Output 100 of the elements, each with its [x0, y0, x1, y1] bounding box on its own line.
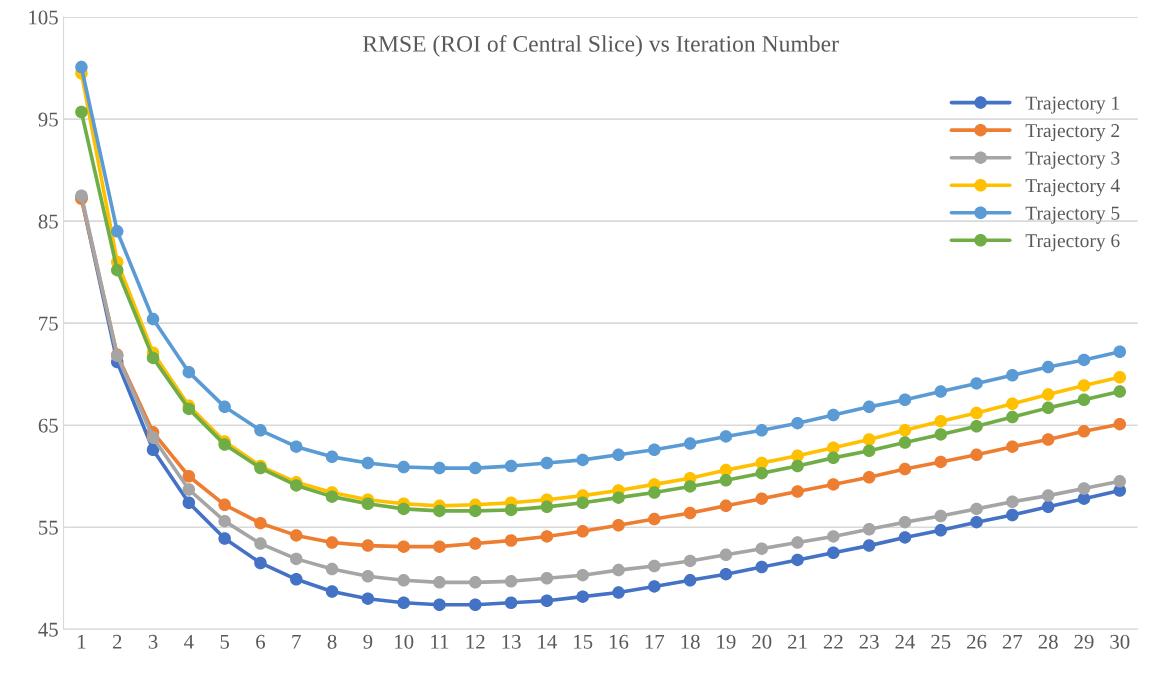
point	[576, 590, 589, 603]
point	[934, 509, 947, 523]
x-tick-label: 24	[895, 634, 916, 649]
point	[469, 576, 482, 589]
point	[862, 539, 876, 552]
point	[218, 514, 231, 528]
x-tick-label: 22	[823, 634, 843, 649]
point	[1077, 393, 1091, 406]
point	[433, 576, 446, 589]
point	[648, 512, 661, 526]
x-tick-label: 30	[1110, 634, 1130, 649]
point	[648, 580, 661, 593]
point	[361, 497, 375, 511]
point	[612, 518, 625, 532]
x-tick-label: 16	[609, 634, 629, 649]
point	[755, 466, 768, 480]
x-tick-label: 13	[502, 634, 521, 649]
point	[182, 469, 196, 483]
x-tick-label: 15	[574, 634, 593, 649]
point	[791, 416, 804, 430]
point	[361, 569, 375, 583]
point	[325, 450, 339, 464]
point	[433, 461, 446, 475]
point	[1113, 345, 1127, 359]
point	[970, 448, 983, 462]
point	[683, 480, 697, 493]
point	[862, 523, 876, 536]
x-tick-label: 21	[788, 634, 807, 649]
point	[755, 424, 768, 437]
point	[1006, 410, 1019, 424]
point	[1077, 482, 1091, 495]
point	[1113, 385, 1127, 398]
point	[469, 537, 482, 550]
point	[719, 463, 733, 477]
point	[325, 536, 339, 549]
point	[970, 406, 983, 420]
legend-label: Trajectory 6	[1025, 234, 1120, 252]
point	[146, 351, 160, 365]
point	[862, 400, 876, 414]
x-tick-label: 26	[967, 634, 987, 649]
point	[254, 556, 267, 570]
point	[254, 537, 267, 550]
point	[648, 486, 661, 499]
point	[683, 574, 697, 587]
point	[1077, 425, 1091, 438]
point	[827, 530, 840, 543]
point	[827, 451, 840, 465]
point	[540, 456, 554, 470]
y-tick-label: 95	[38, 112, 58, 127]
x-tick-label: 8	[327, 634, 337, 649]
point	[970, 377, 983, 390]
x-tick-label: 3	[148, 634, 158, 649]
point	[719, 474, 733, 487]
x-tick-label: 4	[184, 634, 194, 649]
point	[361, 456, 375, 470]
point	[325, 585, 339, 598]
point	[469, 504, 482, 518]
point	[75, 105, 88, 119]
x-tick-label: 29	[1074, 634, 1094, 649]
y-tick-label: 45	[38, 622, 58, 637]
x-tick-label: 19	[717, 634, 736, 649]
point	[397, 540, 410, 553]
point	[970, 502, 983, 516]
point	[934, 385, 947, 398]
point	[1113, 371, 1127, 384]
point	[1006, 508, 1019, 522]
point	[612, 491, 625, 504]
point	[1006, 368, 1019, 382]
point	[683, 506, 697, 520]
point	[576, 568, 589, 582]
point	[1113, 417, 1127, 431]
point	[433, 504, 446, 518]
x-tick-label: 1	[78, 634, 86, 649]
x-tick-label: 14	[538, 634, 557, 649]
x-tick-label: 7	[292, 634, 301, 649]
point	[110, 225, 124, 238]
point	[719, 499, 733, 513]
point	[755, 560, 768, 574]
point	[934, 428, 947, 441]
point	[1006, 495, 1019, 508]
point	[540, 594, 554, 607]
point	[719, 430, 733, 443]
point	[934, 414, 947, 428]
point	[254, 516, 267, 530]
point	[862, 471, 876, 484]
point	[182, 496, 196, 510]
point	[218, 400, 231, 414]
y-tick-label: 105	[29, 10, 58, 25]
legend-label: Trajectory 3	[1025, 151, 1120, 169]
point	[827, 478, 840, 491]
point	[719, 548, 733, 562]
y-tick-label: 85	[38, 214, 58, 229]
x-tick-label: 5	[220, 634, 230, 649]
point	[791, 553, 804, 567]
point	[1006, 440, 1019, 453]
x-tick-label: 9	[363, 634, 373, 649]
point	[504, 534, 518, 547]
point	[540, 572, 554, 585]
point	[648, 559, 661, 573]
point	[1041, 489, 1055, 502]
